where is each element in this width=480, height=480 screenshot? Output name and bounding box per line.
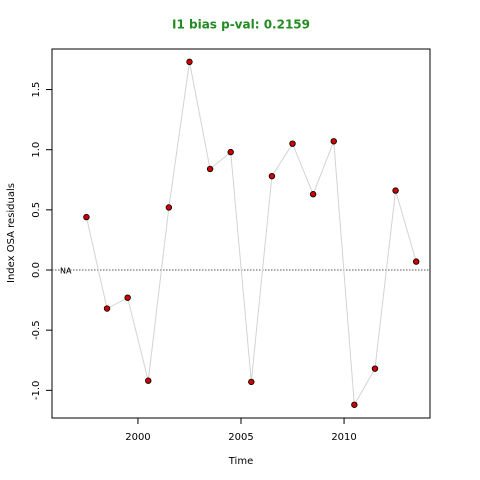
na-annotation: NA	[60, 267, 72, 276]
point	[206, 165, 214, 173]
point	[248, 378, 255, 386]
plot-frame	[51, 48, 431, 419]
point	[83, 213, 90, 221]
y-tick-label: -1.0	[31, 381, 42, 401]
point	[412, 258, 420, 265]
x-tick-label: 2000	[125, 432, 150, 443]
point	[103, 305, 111, 312]
y-tick-label: 0.0	[31, 262, 42, 278]
point	[227, 148, 234, 156]
x-tick-label: 2010	[331, 432, 356, 443]
point	[186, 58, 193, 66]
y-tick-label: 1.5	[31, 82, 42, 98]
point	[392, 187, 399, 194]
point	[330, 138, 337, 145]
y-axis-label: Index OSA residuals	[6, 183, 17, 283]
y-tick-label: -0.5	[31, 320, 42, 340]
y-tick-label: 1.0	[31, 142, 42, 158]
chart-title: I1 bias p-val: 0.2159	[172, 18, 310, 32]
x-tick-label: 2005	[228, 432, 253, 443]
point	[351, 401, 358, 408]
point	[124, 294, 131, 301]
point	[165, 204, 173, 211]
point	[268, 172, 276, 180]
point	[309, 191, 317, 198]
point	[289, 140, 296, 147]
x-axis-label: Time	[228, 456, 253, 467]
series-line	[85, 61, 417, 407]
point	[371, 365, 379, 372]
point	[145, 377, 152, 384]
y-tick-label: 0.5	[31, 202, 42, 218]
